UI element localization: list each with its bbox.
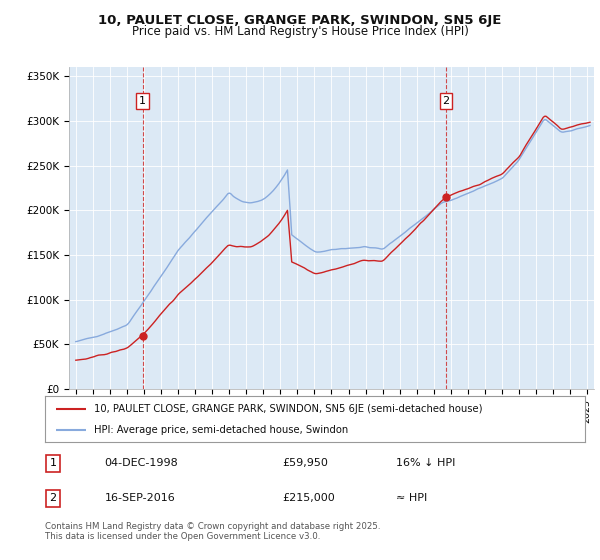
Text: 10, PAULET CLOSE, GRANGE PARK, SWINDON, SN5 6JE (semi-detached house): 10, PAULET CLOSE, GRANGE PARK, SWINDON, … (94, 404, 482, 414)
Text: Price paid vs. HM Land Registry's House Price Index (HPI): Price paid vs. HM Land Registry's House … (131, 25, 469, 38)
Text: £215,000: £215,000 (283, 493, 335, 503)
Text: HPI: Average price, semi-detached house, Swindon: HPI: Average price, semi-detached house,… (94, 425, 348, 435)
Text: 16% ↓ HPI: 16% ↓ HPI (396, 459, 455, 468)
Text: 10, PAULET CLOSE, GRANGE PARK, SWINDON, SN5 6JE: 10, PAULET CLOSE, GRANGE PARK, SWINDON, … (98, 14, 502, 27)
Text: 2: 2 (442, 96, 449, 106)
Text: 1: 1 (50, 459, 56, 468)
Text: £59,950: £59,950 (283, 459, 328, 468)
Text: Contains HM Land Registry data © Crown copyright and database right 2025.
This d: Contains HM Land Registry data © Crown c… (45, 522, 380, 542)
Text: 2: 2 (50, 493, 56, 503)
Text: 1: 1 (139, 96, 146, 106)
Text: 16-SEP-2016: 16-SEP-2016 (104, 493, 175, 503)
Text: ≈ HPI: ≈ HPI (396, 493, 427, 503)
Text: 04-DEC-1998: 04-DEC-1998 (104, 459, 178, 468)
